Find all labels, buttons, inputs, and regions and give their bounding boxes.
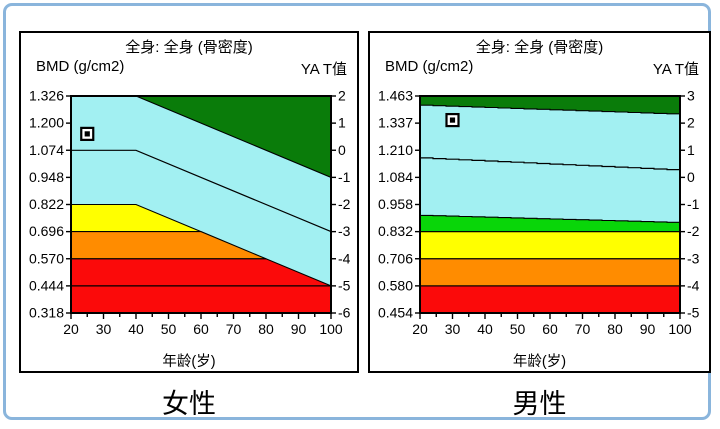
female-age-tick-label: 80: [258, 321, 274, 337]
male-t-tick-label: 1: [687, 142, 695, 158]
female-chart-plot: 1.326 2 1.200 1 1.074 0 0.948 -1 0.822 -2 0.696 -3 0…: [29, 88, 351, 338]
female-bmd-tick-label: 1.074: [29, 142, 64, 158]
female-t-tick-label: -2: [338, 196, 351, 212]
male-age-axis-label: 年龄(岁): [512, 354, 567, 370]
male-gender-label: 男性: [512, 389, 567, 419]
female-bmd-tick-label: 0.318: [29, 305, 64, 321]
female-t-tick-label: -4: [338, 250, 351, 266]
female-t0-reference-line: [71, 149, 332, 233]
male-median-reference-line: [420, 157, 681, 171]
male-t-tick-label: -1: [687, 196, 700, 212]
male-chart-title: 全身: 全身 (骨密度): [475, 39, 604, 56]
male-osteopenia-yellow-region: [419, 231, 681, 260]
male-t-tick-label: 0: [687, 169, 695, 185]
female-t-tick-label: -6: [338, 305, 351, 321]
male-age-tick-label: 30: [445, 321, 461, 337]
female-bmd-tick-label: 0.444: [29, 277, 64, 293]
female-bmd-tick-label: 1.326: [29, 88, 64, 104]
female-gender-label: 女性: [162, 389, 216, 419]
female-age-tick-label: 20: [63, 321, 79, 337]
female-age-tick-label: 40: [128, 321, 144, 337]
female-t-tick-label: 2: [338, 88, 346, 104]
male-t-tick-label: -2: [687, 223, 700, 239]
male-age-matched-green-region: [419, 214, 681, 233]
male-bmd-tick-label: 0.958: [378, 196, 413, 212]
female-age-tick-label: 60: [193, 321, 209, 337]
male-bmd-tick-label: 1.463: [378, 88, 413, 104]
female-bmd-axis-label: BMD (g/cm2): [36, 58, 125, 75]
female-bmd-tick-label: 0.696: [29, 223, 64, 239]
female-t-tick-label: -3: [338, 223, 351, 239]
female-age-axis-label: 年龄(岁): [162, 354, 216, 370]
male-severe-osteoporosis-red-region: [419, 285, 681, 314]
male-age-tick-label: 80: [607, 321, 623, 337]
female-chart-title: 全身: 全身 (骨密度): [125, 39, 253, 56]
male-t-tick-label: 3: [687, 88, 695, 104]
male-t-tick-label: 2: [687, 115, 695, 131]
female-age-tick-label: 90: [291, 321, 307, 337]
male-panel: 全身: 全身 (骨密度) BMD (g/cm2) YA T值 1.463 3 1.3…: [368, 31, 711, 373]
male-bmd-tick-label: 0.580: [378, 277, 413, 293]
male-bmd-tick-label: 1.337: [378, 115, 413, 131]
female-age-tick-label: 50: [161, 321, 177, 337]
female-age-tick-label: 100: [319, 321, 343, 337]
female-patient-marker-core: [84, 131, 90, 137]
male-bmd-tick-label: 0.832: [378, 223, 413, 239]
female-t-tick-label: -5: [338, 277, 351, 293]
male-patient-marker-core: [449, 117, 456, 123]
male-chart-plot: 1.463 3 1.337 2 1.210 1 1.084 0 0.958 -1 0.832 -2 0.…: [378, 88, 700, 338]
female-t-tick-label: -1: [338, 169, 351, 185]
female-age-tick-label: 30: [96, 321, 112, 337]
female-t-tick-label: 0: [338, 142, 346, 158]
male-age-tick-label: 90: [640, 321, 656, 337]
male-tscore-axis-label: YA T值: [652, 61, 699, 78]
male-age-tick-label: 60: [542, 321, 558, 337]
male-t-tick-label: -4: [687, 277, 700, 293]
female-bmd-tick-label: 0.570: [29, 250, 64, 266]
female-t-tick-label: 1: [338, 115, 346, 131]
male-bmd-tick-label: 0.706: [378, 250, 413, 266]
female-age-tick-label: 70: [226, 321, 242, 337]
male-age-tick-label: 20: [412, 321, 428, 337]
male-bmd-tick-label: 1.210: [378, 142, 413, 158]
male-bmd-tick-label: 0.454: [378, 305, 413, 321]
male-normal-darkgreen-region: [419, 95, 681, 115]
male-bmd-axis-label: BMD (g/cm2): [385, 58, 474, 75]
female-tscore-axis-label: YA T值: [300, 61, 347, 78]
male-osteoporosis-orange-region: [419, 258, 681, 287]
male-t-tick-label: -3: [687, 250, 700, 266]
male-bmd-tick-label: 1.084: [378, 169, 413, 185]
male-age-tick-label: 50: [510, 321, 526, 337]
female-bmd-tick-label: 0.822: [29, 196, 64, 212]
male-age-tick-label: 100: [668, 321, 692, 337]
outer-frame: 全身: 全身 (骨密度) BMD (g/cm2) YA T值 1.326 2 1.2…: [3, 3, 711, 420]
female-panel: 全身: 全身 (骨密度) BMD (g/cm2) YA T值 1.326 2 1.2…: [19, 31, 359, 373]
female-bmd-tick-label: 0.948: [29, 169, 64, 185]
male-t-tick-label: -5: [687, 305, 700, 321]
female-bmd-tick-label: 1.200: [29, 115, 64, 131]
male-age-tick-label: 70: [575, 321, 591, 337]
male-age-tick-label: 40: [477, 321, 493, 337]
